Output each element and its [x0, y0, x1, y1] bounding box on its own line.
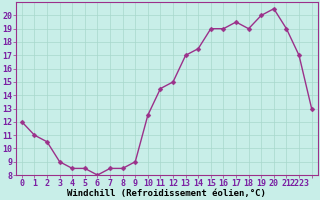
X-axis label: Windchill (Refroidissement éolien,°C): Windchill (Refroidissement éolien,°C) [67, 189, 266, 198]
